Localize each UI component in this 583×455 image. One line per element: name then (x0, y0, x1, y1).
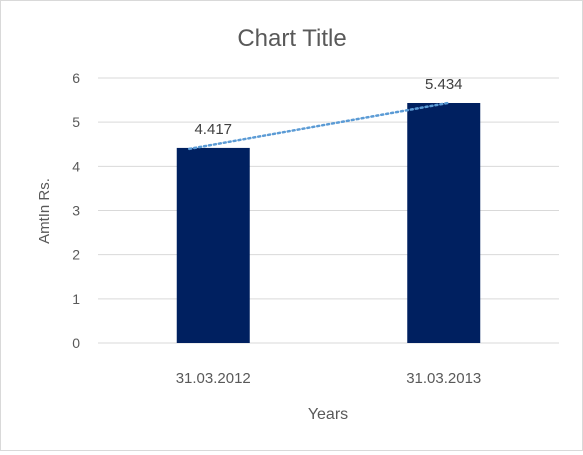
chart-title: Chart Title (237, 25, 346, 52)
data-labels: 4.417 5.434 (194, 76, 462, 138)
y-tick-label: 1 (72, 291, 80, 307)
trendline (188, 101, 449, 151)
y-tick-label: 4 (72, 158, 80, 174)
x-tick-label: 31.03.2013 (406, 370, 481, 387)
y-tick-label: 6 (72, 70, 80, 86)
y-tick-label: 0 (72, 335, 80, 351)
x-tick-label: 31.03.2012 (176, 370, 251, 387)
x-axis-title: Years (308, 406, 348, 423)
y-tick-label: 5 (72, 114, 80, 130)
data-label: 5.434 (425, 76, 463, 93)
y-axis-ticks: 0 1 2 3 4 5 6 (72, 70, 80, 351)
y-tick-label: 2 (72, 247, 80, 263)
data-label: 4.417 (194, 121, 232, 138)
bar (407, 102, 481, 343)
y-axis-title: AmtIn Rs. (36, 178, 53, 244)
y-tick-label: 3 (72, 203, 80, 219)
gridlines (98, 77, 559, 344)
trendline-line (188, 101, 449, 151)
bars (176, 102, 481, 343)
bar (176, 147, 250, 343)
x-axis-ticks: 31.03.2012 31.03.2013 (176, 370, 482, 387)
